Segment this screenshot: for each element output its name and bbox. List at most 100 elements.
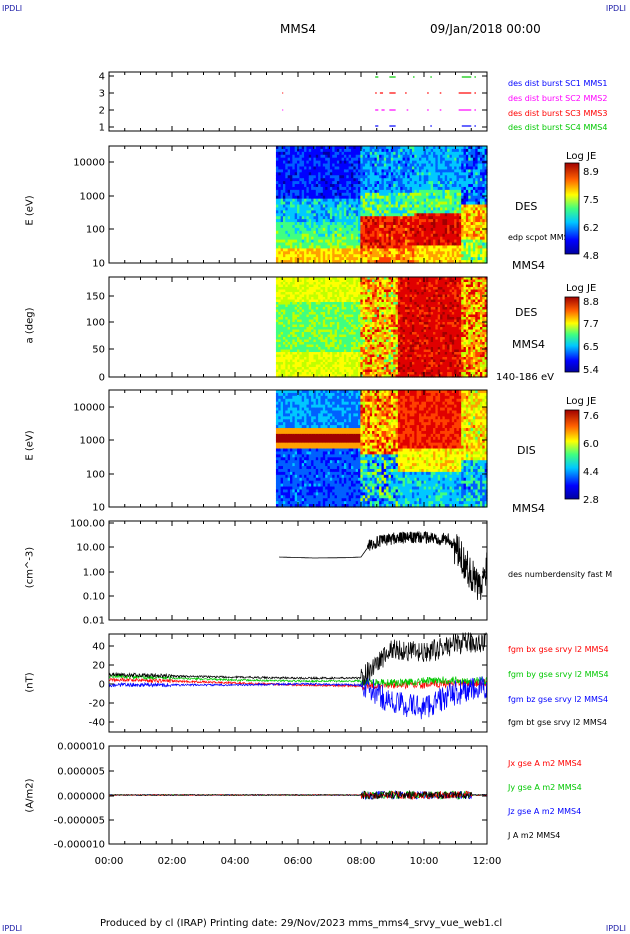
- colorbar2-tick: 7.7: [583, 319, 599, 330]
- des-energy-spectrogram-cell: [470, 222, 474, 226]
- des-energy-spectrogram-cell: [484, 213, 488, 217]
- des-energy-spectrogram-cell: [400, 254, 404, 258]
- des-energy-spectrogram-cell: [475, 192, 479, 197]
- des-energy-spectrogram-cell: [376, 157, 380, 162]
- des-energy-spectrogram-cell: [306, 260, 310, 264]
- des-energy-spectrogram-cell: [339, 222, 343, 226]
- des-energy-spectrogram-cell: [484, 186, 488, 191]
- des-energy-spectrogram-cell: [372, 186, 376, 191]
- des-energy-spectrogram-cell: [369, 230, 373, 235]
- des-energy-spectrogram-cell: [301, 172, 305, 176]
- des-energy-spectrogram-cell: [426, 184, 429, 188]
- des-pitch-angle-cell: [275, 312, 279, 316]
- des-energy-spectrogram-cell: [311, 172, 315, 176]
- des-energy-spectrogram-cell: [294, 260, 298, 264]
- des-energy-spectrogram-cell: [278, 239, 282, 244]
- des-energy-spectrogram-cell: [315, 186, 319, 191]
- des-energy-spectrogram-cell: [451, 210, 455, 214]
- des-energy-spectrogram-cell: [290, 201, 293, 206]
- des-energy-spectrogram-cell: [472, 213, 476, 217]
- des-energy-spectrogram-cell: [285, 181, 289, 185]
- des-energy-spectrogram-cell: [278, 160, 282, 165]
- des-energy-spectrogram-cell: [322, 248, 326, 252]
- des-energy-spectrogram-cell: [451, 198, 455, 203]
- des-energy-spectrogram-cell: [367, 154, 371, 159]
- des-energy-spectrogram-cell: [430, 151, 434, 156]
- des-energy-spectrogram-cell: [482, 192, 486, 197]
- des-energy-spectrogram-cell: [381, 146, 385, 150]
- des-energy-spectrogram-cell: [311, 251, 315, 255]
- des-energy-spectrogram-cell: [355, 260, 359, 264]
- des-energy-spectrogram-cell: [320, 257, 324, 261]
- des-energy-spectrogram-cell: [451, 213, 455, 217]
- des-energy-spectrogram-cell: [407, 230, 411, 235]
- des-energy-spectrogram-cell: [336, 160, 340, 165]
- des-energy-spectrogram-cell: [360, 236, 364, 241]
- des-energy-spectrogram-cell: [346, 154, 350, 159]
- des-energy-spectrogram-cell: [369, 192, 373, 197]
- des-energy-spectrogram-cell: [290, 186, 293, 191]
- des-energy-spectrogram-cell: [416, 254, 420, 258]
- des-pitch-angle-cell: [285, 349, 289, 353]
- des-energy-spectrogram-cell: [367, 251, 371, 255]
- des-energy-spectrogram-cell: [306, 239, 310, 244]
- des-energy-spectrogram-cell: [409, 157, 413, 162]
- des-energy-spectrogram-cell: [470, 216, 474, 220]
- des-energy-spectrogram-cell: [306, 227, 310, 232]
- des-pitch-angle-cell: [290, 297, 293, 301]
- des-energy-spectrogram-cell: [426, 195, 429, 200]
- des-energy-spectrogram-cell: [465, 245, 469, 249]
- des-energy-spectrogram-cell: [463, 242, 467, 247]
- des-pitch-angle-cell: [275, 277, 279, 281]
- des-energy-spectrogram-cell: [339, 207, 343, 211]
- des-energy-spectrogram-cell: [308, 195, 312, 200]
- des-energy-spectrogram-cell: [280, 224, 284, 229]
- des-energy-spectrogram-cell: [308, 201, 312, 206]
- des-energy-spectrogram-cell: [306, 254, 310, 258]
- des-energy-spectrogram-cell: [358, 242, 361, 247]
- des-energy-spectrogram-cell: [304, 260, 308, 264]
- des-energy-spectrogram-cell: [369, 219, 373, 223]
- des-energy-spectrogram-cell: [334, 198, 338, 203]
- des-energy-spectrogram-cell: [479, 224, 483, 229]
- des-energy-spectrogram-cell: [278, 146, 282, 150]
- des-energy-spectrogram-cell: [454, 175, 458, 179]
- des-energy-spectrogram-cell: [304, 227, 308, 232]
- des-energy-spectrogram-cell: [311, 210, 315, 214]
- des-pitch-angle-cell: [282, 309, 286, 313]
- des-energy-spectrogram-cell: [456, 151, 460, 156]
- des-energy-spectrogram-cell: [477, 175, 481, 179]
- des-energy-spectrogram-cell: [388, 201, 392, 206]
- des-energy-spectrogram-cell: [350, 184, 354, 188]
- des-energy-spectrogram-cell: [390, 160, 394, 165]
- des-energy-spectrogram-cell: [461, 166, 465, 170]
- des-energy-spectrogram-cell: [332, 169, 336, 173]
- des-energy-spectrogram-cell: [294, 178, 298, 182]
- des-energy-spectrogram-cell: [454, 198, 458, 203]
- des-energy-spectrogram-cell: [390, 257, 394, 261]
- des-energy-spectrogram-cell: [360, 207, 364, 211]
- des-energy-spectrogram-cell: [355, 227, 359, 232]
- des-energy-spectrogram-cell: [442, 172, 446, 176]
- des-energy-spectrogram-cell: [369, 233, 373, 238]
- des-energy-spectrogram-cell: [444, 181, 448, 185]
- des-energy-spectrogram-cell: [376, 181, 380, 185]
- des-energy-spectrogram-cell: [407, 157, 411, 162]
- des-energy-spectrogram-cell: [472, 198, 476, 203]
- des-energy-spectrogram-cell: [395, 239, 399, 244]
- des-energy-spectrogram-cell: [454, 195, 458, 200]
- des-energy-spectrogram-cell: [409, 195, 413, 200]
- des-energy-spectrogram-cell: [299, 216, 303, 220]
- des-energy-spectrogram-cell: [280, 207, 284, 211]
- des-energy-spectrogram-cell: [393, 195, 397, 200]
- des-energy-spectrogram-cell: [395, 151, 399, 156]
- des-pitch-angle-cell: [287, 302, 291, 306]
- des-energy-spectrogram-cell: [463, 257, 467, 261]
- des-energy-spectrogram-cell: [275, 186, 279, 191]
- des-energy-spectrogram-cell: [421, 216, 425, 220]
- des-energy-spectrogram-cell: [306, 210, 310, 214]
- des-energy-spectrogram-cell: [313, 192, 317, 197]
- des-pitch-angle-cell: [282, 294, 286, 298]
- des-energy-spectrogram-cell: [409, 178, 413, 182]
- des-pitch-angle-cell: [287, 352, 291, 356]
